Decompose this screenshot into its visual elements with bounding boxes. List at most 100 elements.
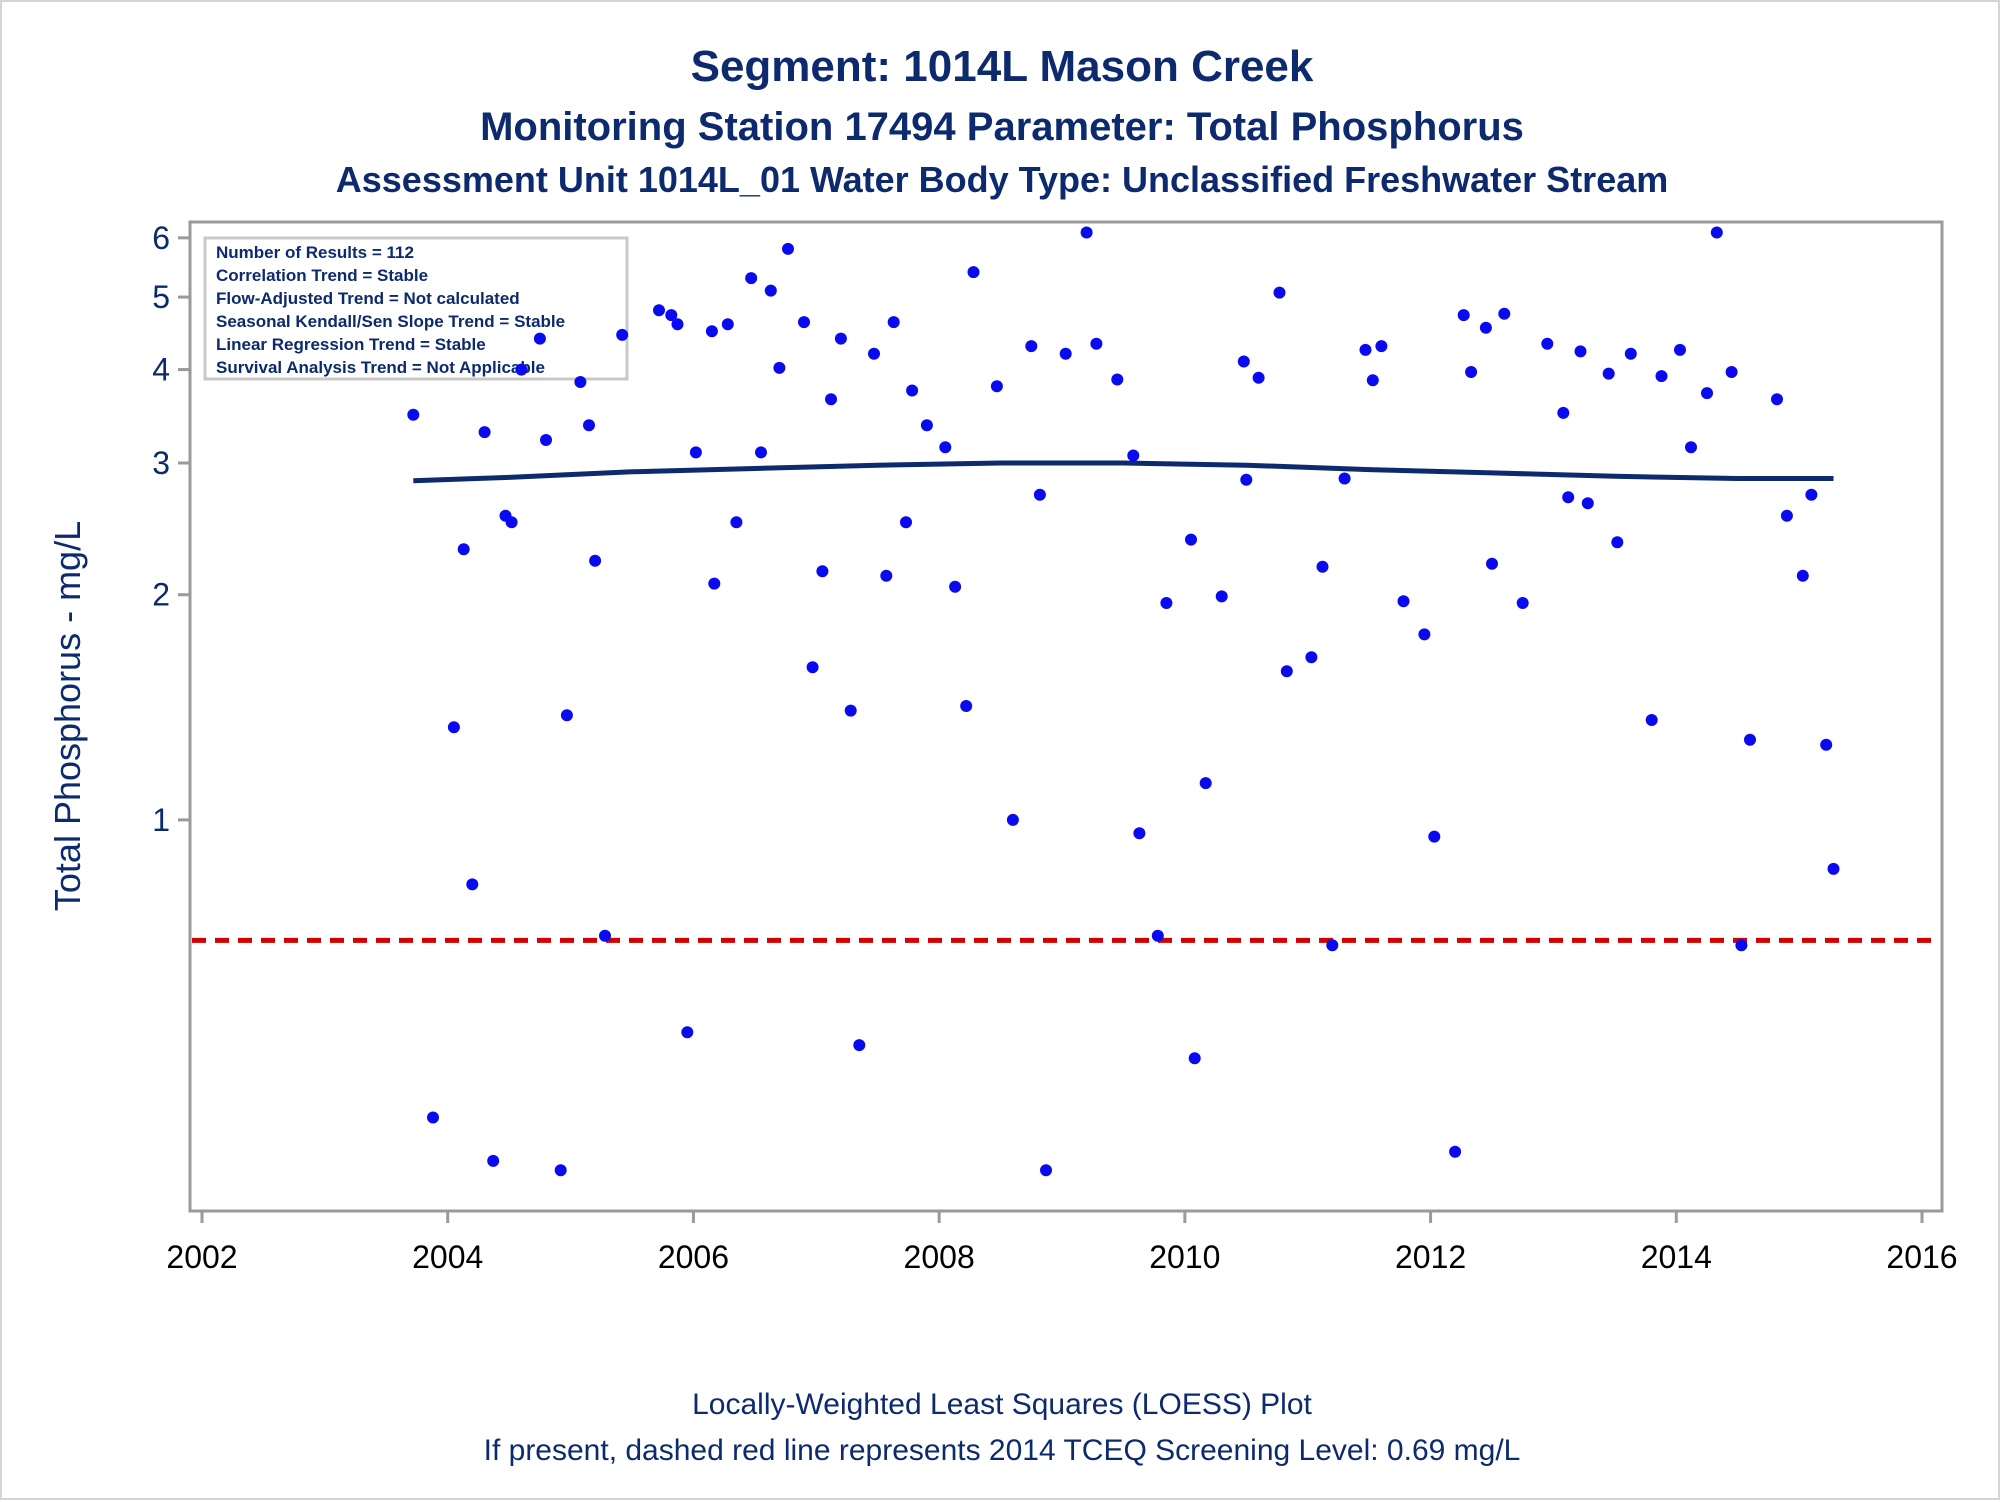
- data-point: [479, 426, 491, 438]
- data-point: [782, 243, 794, 255]
- data-point: [900, 516, 912, 528]
- y-axis-label: Total Phosphorus - mg/L: [47, 521, 88, 911]
- data-point: [534, 333, 546, 345]
- data-point: [1701, 387, 1713, 399]
- data-point: [1805, 489, 1817, 501]
- data-point: [1685, 441, 1697, 453]
- data-point: [1216, 590, 1228, 602]
- data-point: [1480, 322, 1492, 334]
- data-point: [561, 709, 573, 721]
- data-point: [880, 570, 892, 582]
- data-point: [853, 1039, 865, 1051]
- data-point: [1305, 651, 1317, 663]
- chart-subtitle-2: Assessment Unit 1014L_01 Water Body Type…: [336, 159, 1669, 200]
- data-point: [690, 446, 702, 458]
- data-point: [845, 705, 857, 717]
- chart-title: Segment: 1014L Mason Creek: [691, 42, 1314, 91]
- chart-frame: Segment: 1014L Mason Creek Monitoring St…: [0, 0, 2000, 1500]
- data-point: [616, 329, 628, 341]
- chart-subtitle: Monitoring Station 17494 Parameter: Tota…: [480, 105, 1524, 149]
- x-tick-label: 2014: [1641, 1239, 1712, 1275]
- data-point: [939, 441, 951, 453]
- data-point: [1127, 450, 1139, 462]
- data-point: [1339, 473, 1351, 485]
- data-point: [1160, 597, 1172, 609]
- data-point: [835, 333, 847, 345]
- data-point: [653, 304, 665, 316]
- data-point: [991, 380, 1003, 392]
- data-point: [583, 419, 595, 431]
- x-tick-label: 2002: [166, 1239, 237, 1275]
- data-point: [1557, 407, 1569, 419]
- data-point: [506, 516, 518, 528]
- data-point: [960, 700, 972, 712]
- data-point: [1744, 734, 1756, 746]
- data-point: [1674, 344, 1686, 356]
- data-point: [1726, 366, 1738, 378]
- footnote-2: If present, dashed red line represents 2…: [484, 1434, 1521, 1467]
- data-point: [1081, 227, 1093, 239]
- x-tick-label: 2010: [1149, 1239, 1220, 1275]
- stats-line: Number of Results = 112: [216, 243, 414, 262]
- data-point: [921, 419, 933, 431]
- data-point: [427, 1112, 439, 1124]
- x-tick-label: 2012: [1395, 1239, 1466, 1275]
- data-point: [1562, 491, 1574, 503]
- data-point: [1625, 348, 1637, 360]
- data-point: [1360, 344, 1372, 356]
- loess-chart: Segment: 1014L Mason Creek Monitoring St…: [2, 2, 2000, 1502]
- data-point: [1025, 340, 1037, 352]
- x-tick-label: 2008: [904, 1239, 975, 1275]
- data-point: [1418, 628, 1430, 640]
- y-axis: 1 2 3 4 5 6: [152, 220, 190, 838]
- stats-line: Correlation Trend = Stable: [216, 266, 428, 285]
- data-point: [1034, 489, 1046, 501]
- data-point: [1603, 368, 1615, 380]
- stats-line: Seasonal Kendall/Sen Slope Trend = Stabl…: [216, 312, 565, 331]
- data-point: [1398, 595, 1410, 607]
- data-point: [968, 266, 980, 278]
- data-point: [1007, 814, 1019, 826]
- data-point: [949, 581, 961, 593]
- data-point: [722, 318, 734, 330]
- x-tick-label: 2006: [658, 1239, 729, 1275]
- data-point: [1200, 777, 1212, 789]
- data-point: [807, 661, 819, 673]
- stats-line: Linear Regression Trend = Stable: [216, 335, 486, 354]
- data-point: [1428, 831, 1440, 843]
- data-point: [765, 285, 777, 297]
- data-point: [1582, 497, 1594, 509]
- data-point: [1517, 597, 1529, 609]
- data-point: [1185, 534, 1197, 546]
- data-point: [1240, 474, 1252, 486]
- data-point: [589, 555, 601, 567]
- data-point: [1152, 930, 1164, 942]
- data-point: [1449, 1146, 1461, 1158]
- data-point: [1575, 345, 1587, 357]
- data-point: [407, 409, 419, 421]
- data-point: [1090, 338, 1102, 350]
- y-tick-label: 1: [152, 802, 170, 838]
- y-tick-label: 2: [152, 577, 170, 613]
- data-point: [1238, 356, 1250, 368]
- data-point: [1656, 370, 1668, 382]
- data-point: [1711, 227, 1723, 239]
- data-point: [672, 318, 684, 330]
- stats-line: Survival Analysis Trend = Not Applicable: [216, 358, 545, 377]
- data-point: [1828, 863, 1840, 875]
- data-point: [1771, 393, 1783, 405]
- footnote-1: Locally-Weighted Least Squares (LOESS) P…: [692, 1388, 1312, 1421]
- stats-line: Flow-Adjusted Trend = Not calculated: [216, 289, 520, 308]
- stats-box: Number of Results = 112 Correlation Tren…: [205, 238, 627, 379]
- data-point: [555, 1164, 567, 1176]
- x-tick-label: 2004: [412, 1239, 483, 1275]
- x-axis: 2002 2004 2006 2008 2010 2012 2014 2016: [166, 1211, 1957, 1275]
- data-point: [1458, 309, 1470, 321]
- data-point: [1111, 374, 1123, 386]
- data-point: [1317, 561, 1329, 573]
- data-point: [825, 393, 837, 405]
- data-point: [1040, 1164, 1052, 1176]
- data-point: [1060, 348, 1072, 360]
- data-point: [540, 434, 552, 446]
- data-point: [1781, 510, 1793, 522]
